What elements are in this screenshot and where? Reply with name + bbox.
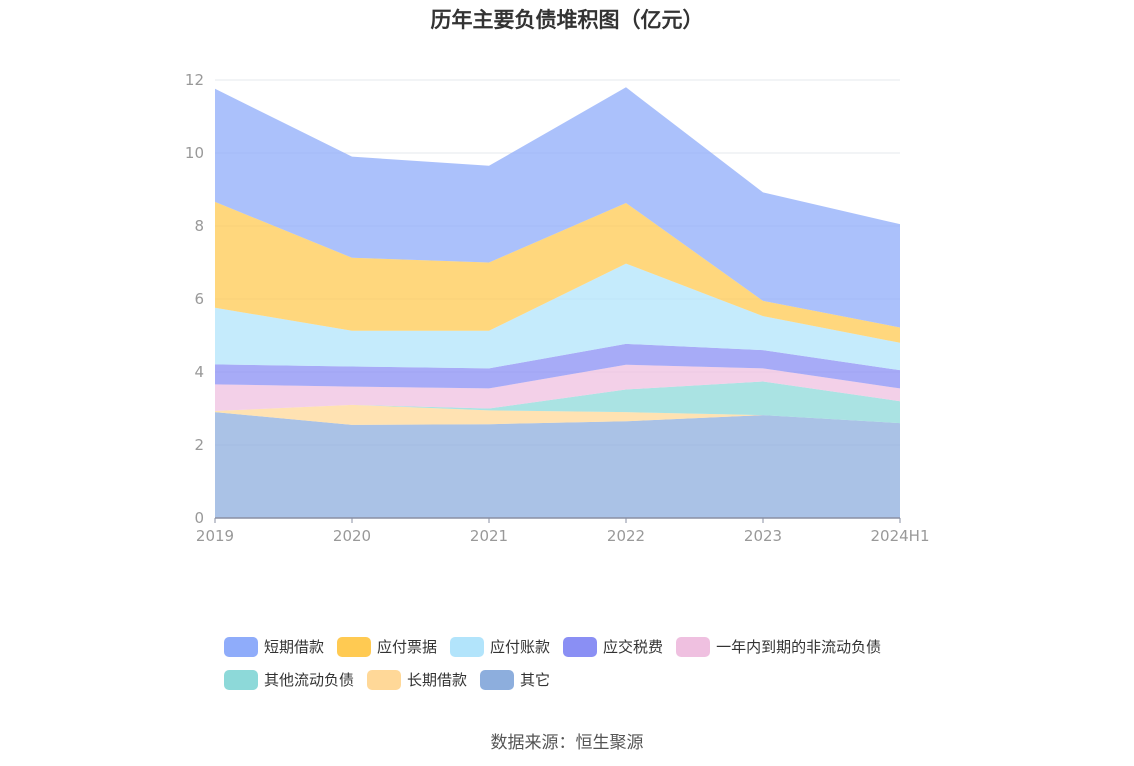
legend-swatch xyxy=(224,636,258,657)
x-tick-label: 2024H1 xyxy=(871,527,930,545)
legend-label: 应付账款 xyxy=(490,638,551,656)
area-series-应交税费 xyxy=(215,343,900,389)
legend-swatch xyxy=(480,669,515,690)
legend-row: 短期借款 应付票据 应付账款 应交税费 一年内到期的非流动负债 xyxy=(224,630,944,663)
x-tick-label: 2022 xyxy=(607,527,645,545)
legend-swatch xyxy=(337,636,372,657)
legend-swatch xyxy=(676,636,711,657)
legend-item[interactable]: 应交税费 xyxy=(563,636,663,657)
legend-label: 其他流动负债 xyxy=(264,671,355,689)
legend-item[interactable]: 长期借款 xyxy=(367,669,467,690)
legend-item[interactable]: 其他流动负债 xyxy=(224,669,354,690)
x-tick-label: 2020 xyxy=(333,527,371,545)
legend-item[interactable]: 一年内到期的非流动负债 xyxy=(676,636,881,657)
y-tick-label: 10 xyxy=(185,144,204,162)
legend-label: 一年内到期的非流动负债 xyxy=(716,638,882,656)
area-layer xyxy=(215,87,900,518)
y-tick-label: 4 xyxy=(194,363,204,381)
area-series-应付账款 xyxy=(215,263,900,371)
area-series-短期借款 xyxy=(215,87,900,328)
source-note: 数据来源：恒生聚源 xyxy=(490,733,644,753)
legend-swatch xyxy=(563,636,598,657)
legend-item[interactable]: 应付账款 xyxy=(450,636,550,657)
legend-row: 其他流动负债 长期借款 其它 xyxy=(224,663,944,696)
legend-item[interactable]: 短期借款 xyxy=(224,636,324,657)
legend-swatch xyxy=(224,669,258,690)
y-tick-label: 8 xyxy=(194,217,204,235)
x-tick-label: 2021 xyxy=(470,527,508,545)
legend-swatch xyxy=(367,669,402,690)
area-series-其它 xyxy=(215,412,900,518)
chart-title: 历年主要负债堆积图（亿元） xyxy=(430,8,704,32)
area-series-应付票据 xyxy=(215,201,900,343)
x-tick-label: 2023 xyxy=(744,527,782,545)
y-tick-label: 6 xyxy=(194,290,204,308)
area-series-其他流动负债 xyxy=(215,381,900,424)
area-series-长期借款 xyxy=(215,404,900,425)
y-tick-label: 0 xyxy=(194,509,204,527)
legend-swatch xyxy=(450,636,485,657)
legend-label: 其它 xyxy=(520,671,551,689)
legend: 短期借款 应付票据 应付账款 应交税费 一年内到期的非流动负债 其他流动负债 长期借款 其它 xyxy=(224,630,944,696)
legend-label: 应付票据 xyxy=(377,638,438,656)
area-series-一年内到期的非流动负债 xyxy=(215,364,900,412)
y-tick-label: 2 xyxy=(194,436,204,454)
legend-label: 长期借款 xyxy=(407,671,468,689)
legend-item[interactable]: 其它 xyxy=(480,669,550,690)
legend-label: 应交税费 xyxy=(603,638,664,656)
y-tick-label: 12 xyxy=(185,71,204,89)
legend-label: 短期借款 xyxy=(264,638,325,656)
axis-layer: 0 2 4 6 8 10 12 2019 2020 2021 2022 2023 2024H1 xyxy=(185,71,930,545)
stacked-area-chart: 0 2 4 6 8 10 12 2019 2020 2021 2022 2023 2024H1 xyxy=(185,71,930,545)
x-tick-label: 2019 xyxy=(196,527,234,545)
legend-item[interactable]: 应付票据 xyxy=(337,636,437,657)
